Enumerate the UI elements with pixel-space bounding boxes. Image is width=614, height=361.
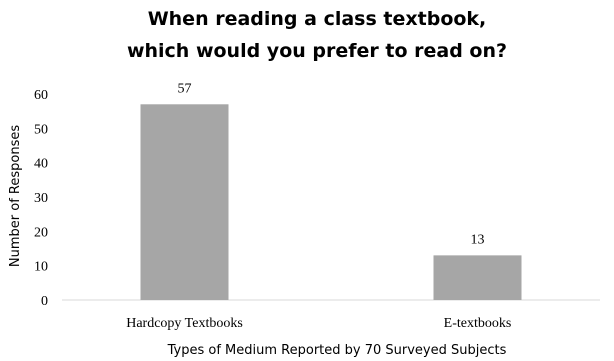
y-tick-label: 30 bbox=[34, 191, 48, 206]
y-tick-label: 0 bbox=[41, 294, 48, 309]
category-label: E-textbooks bbox=[444, 316, 512, 331]
bar bbox=[433, 255, 522, 300]
y-axis-ticks: 0 10 20 30 40 50 60 bbox=[34, 88, 48, 309]
chart-title-line-1: When reading a class textbook, bbox=[148, 8, 487, 30]
y-tick-label: 20 bbox=[34, 225, 48, 240]
category-labels: Hardcopy Textbooks E-textbooks bbox=[126, 316, 511, 331]
y-tick-label: 10 bbox=[34, 260, 48, 275]
category-label: Hardcopy Textbooks bbox=[126, 316, 243, 331]
x-axis-title: Types of Medium Reported by 70 Surveyed … bbox=[167, 343, 507, 358]
data-label: 13 bbox=[471, 232, 485, 247]
data-labels: 57 13 bbox=[178, 81, 485, 247]
y-tick-label: 50 bbox=[34, 122, 48, 137]
bars-group bbox=[140, 104, 522, 300]
bar bbox=[140, 104, 229, 300]
data-label: 57 bbox=[178, 81, 192, 96]
y-axis-title: Number of Responses bbox=[8, 125, 23, 267]
y-tick-label: 40 bbox=[34, 157, 48, 172]
y-tick-label: 60 bbox=[34, 88, 48, 103]
chart-title-line-2: which would you prefer to read on? bbox=[127, 40, 507, 62]
